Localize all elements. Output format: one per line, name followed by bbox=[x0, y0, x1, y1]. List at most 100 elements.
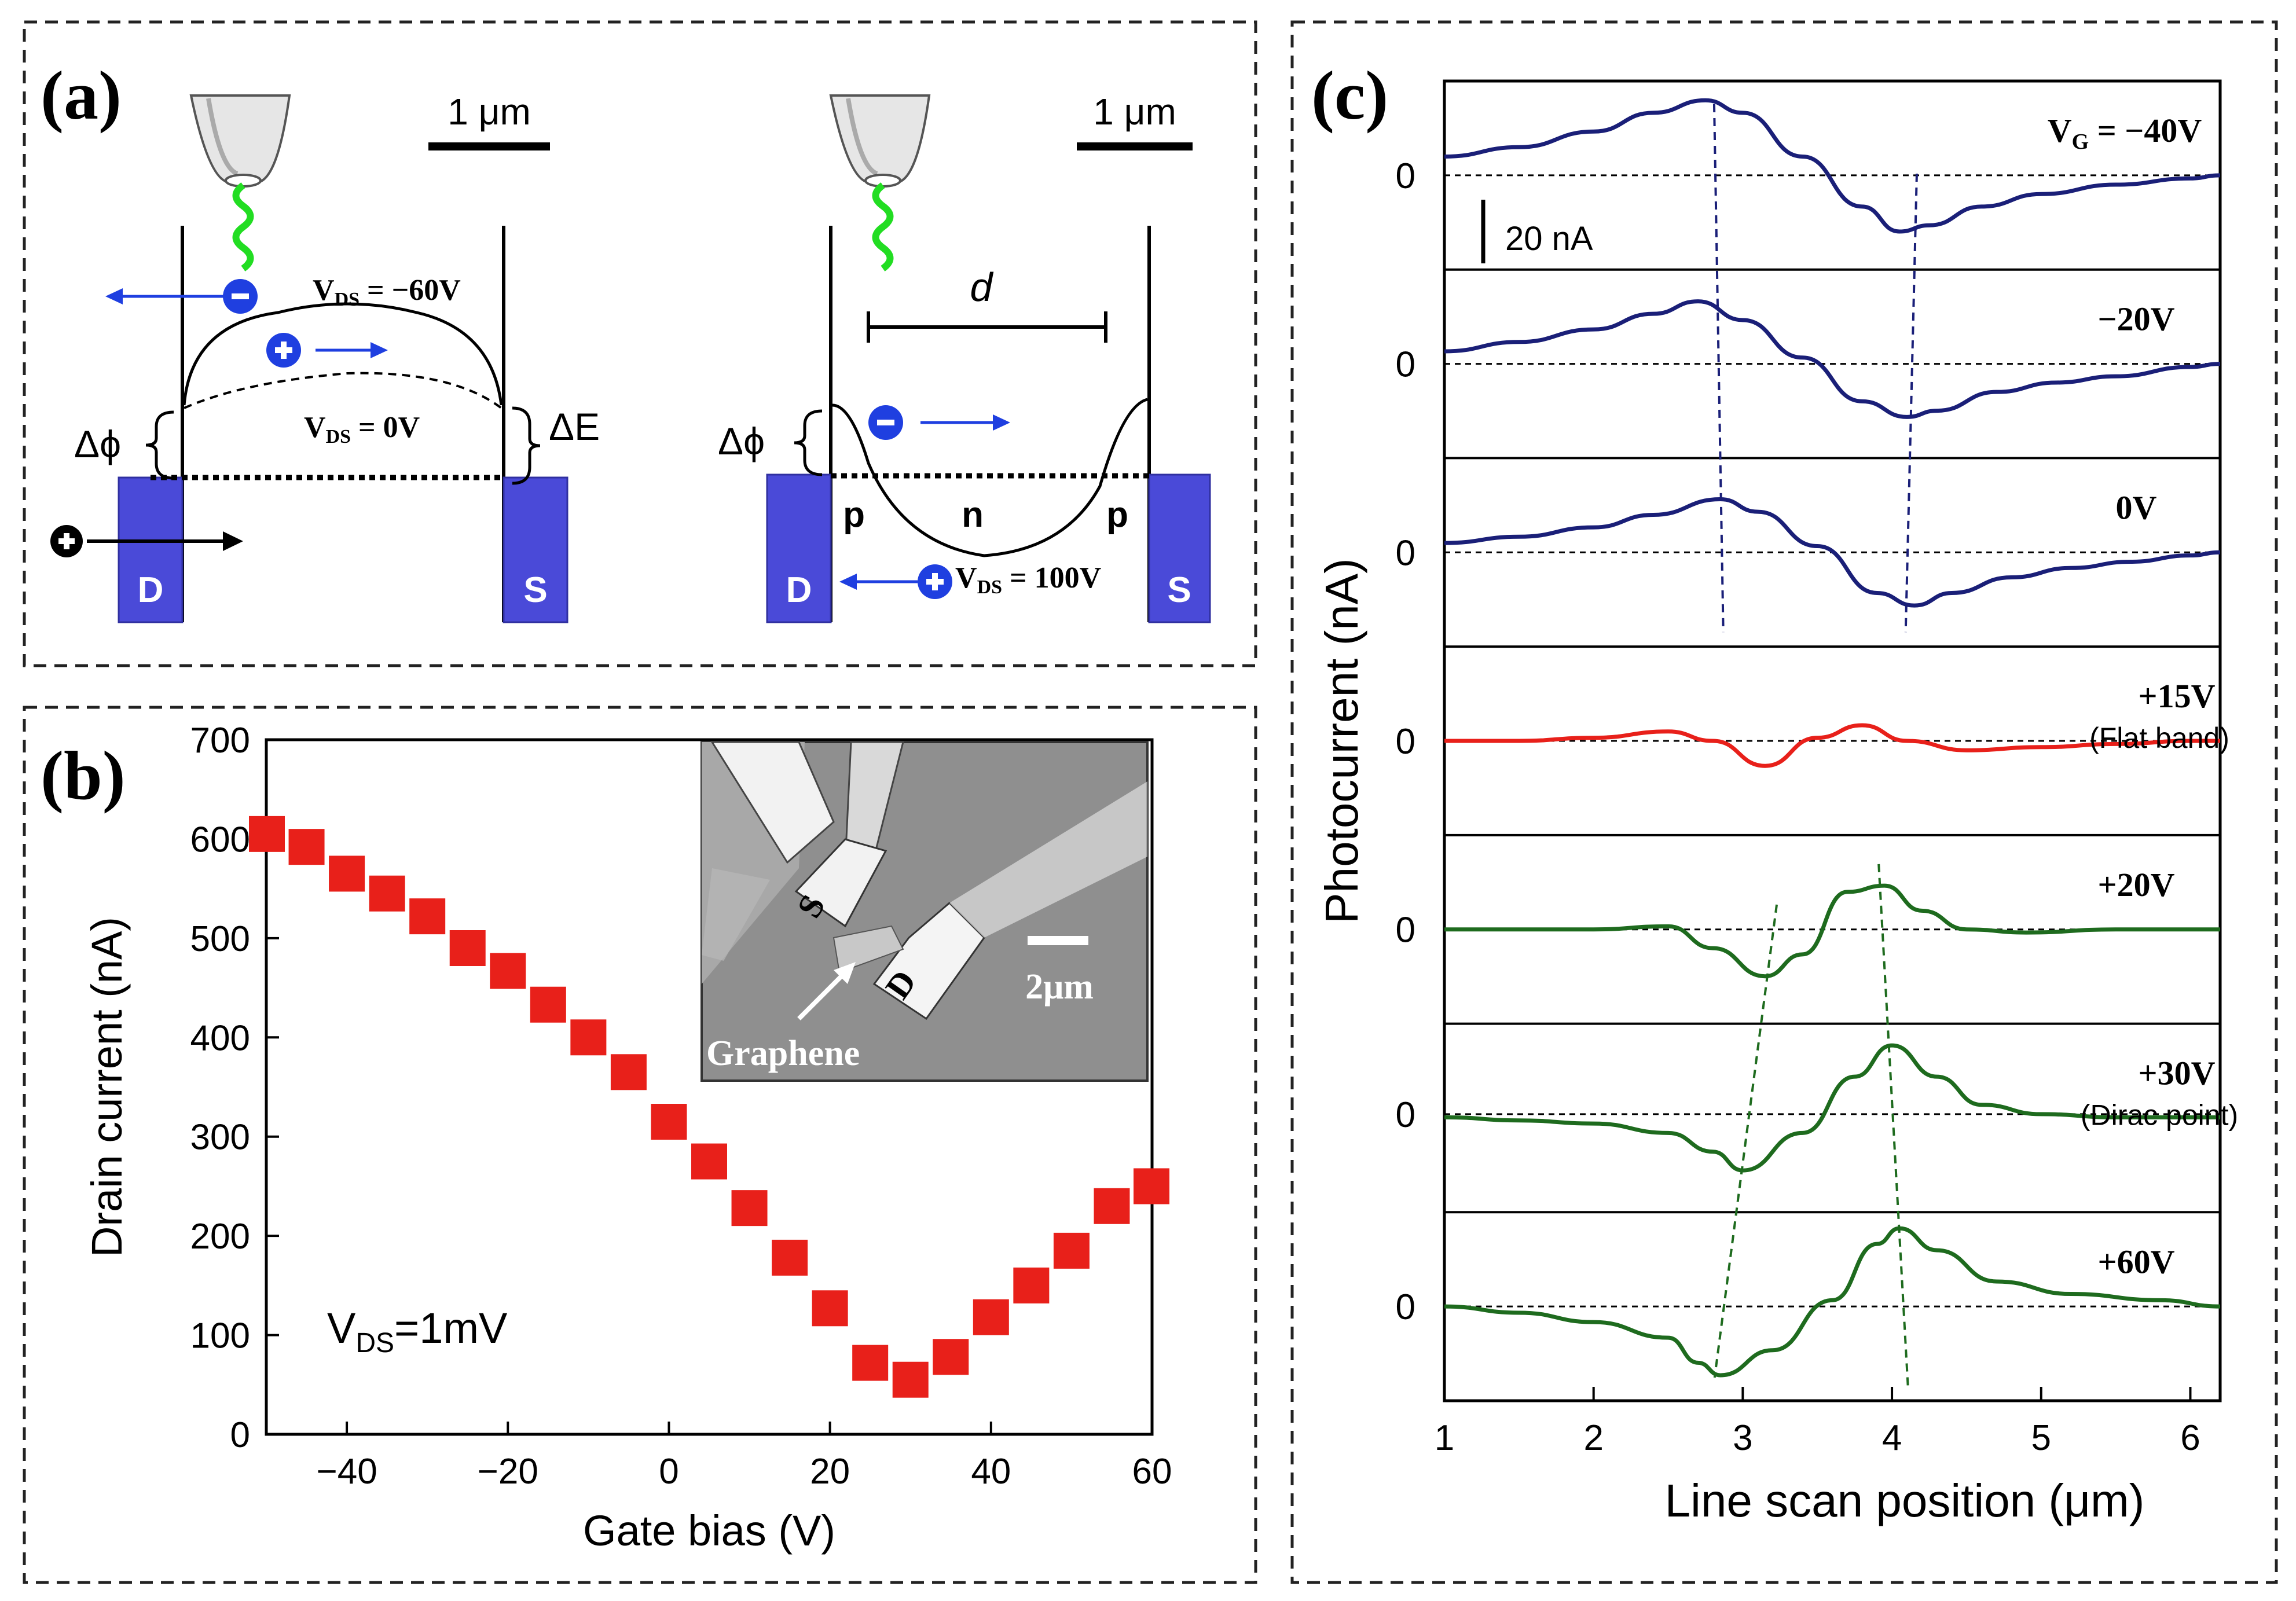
y-tick-label-b: 700 bbox=[190, 721, 250, 761]
electrode-source-right bbox=[1148, 473, 1211, 623]
source-label-left: S bbox=[523, 570, 547, 610]
peak-guide-line bbox=[1904, 173, 1918, 633]
trace-label: +30V bbox=[2139, 1055, 2216, 1092]
x-tick-label-c: 2 bbox=[1583, 1418, 1603, 1458]
y-tick-label-b: 600 bbox=[190, 820, 250, 860]
electrode-drain-right bbox=[766, 473, 832, 623]
x-tick-label-b: −40 bbox=[317, 1452, 377, 1492]
vds-neg60-label: VDS = −60V bbox=[313, 274, 461, 310]
plot-c-traces: 0 VG = −40V 0 −20V 0 0V 0 +15V (Flat band) 0 +20V 0… bbox=[1396, 98, 2238, 1390]
panel-b: (b) −40 −20 0 20 40 600100200300400500600700 … bbox=[41, 721, 1172, 1555]
data-point bbox=[409, 898, 446, 935]
vds-1mv-label: VDS=1mV bbox=[327, 1304, 508, 1358]
trace-label: +20V bbox=[2098, 866, 2175, 904]
n-region: n bbox=[962, 495, 984, 535]
data-point bbox=[892, 1361, 929, 1398]
scale-label-right: 1 μm bbox=[1093, 91, 1176, 133]
zero-label: 0 bbox=[1396, 722, 1415, 762]
x-tick-label-c: 6 bbox=[2180, 1418, 2200, 1458]
trace-+30V bbox=[1444, 1043, 2220, 1173]
x-tick-label-b: 40 bbox=[971, 1452, 1011, 1492]
x-tick-label-b: 0 bbox=[659, 1452, 678, 1492]
zero-label: 0 bbox=[1396, 1095, 1415, 1135]
plot-b-points bbox=[249, 816, 1169, 1398]
y-tick-label-b: 500 bbox=[190, 919, 250, 959]
zero-label: 0 bbox=[1396, 156, 1415, 196]
d-label: d bbox=[970, 265, 994, 310]
band-vds-neg60 bbox=[182, 302, 503, 406]
p-region-left: p bbox=[843, 495, 865, 535]
panel-a-label: (a) bbox=[41, 57, 122, 134]
p-region-right: p bbox=[1106, 495, 1128, 535]
plot-b-xlabel: Gate bias (V) bbox=[583, 1507, 835, 1555]
scale-label-left: 1 μm bbox=[448, 91, 531, 133]
x-tick-label-c: 3 bbox=[1733, 1418, 1752, 1458]
y-tick-label-b: 400 bbox=[190, 1018, 250, 1058]
band-vds-0 bbox=[184, 372, 503, 409]
peak-guide-line bbox=[1877, 864, 1909, 1390]
plot-c-ylabel: Photocurrent (nA) bbox=[1316, 558, 1367, 923]
data-point bbox=[651, 1104, 687, 1140]
data-point bbox=[731, 1190, 768, 1227]
x-tick-label-c: 4 bbox=[1882, 1418, 1902, 1458]
data-point bbox=[369, 875, 405, 912]
trace-+60V bbox=[1444, 1226, 2221, 1378]
data-point bbox=[449, 930, 486, 966]
trace-note: (Dirac point) bbox=[2081, 1099, 2238, 1132]
inset-scale-label: 2μm bbox=[1025, 967, 1094, 1007]
panel-b-frame bbox=[23, 706, 1257, 1584]
zero-label: 0 bbox=[1396, 1287, 1415, 1327]
probe-tip-left bbox=[189, 94, 291, 271]
x-tick-label-b: 60 bbox=[1132, 1452, 1172, 1492]
graphene-arrow bbox=[797, 971, 847, 1020]
x-tick-label-b: −20 bbox=[478, 1452, 538, 1492]
trace-label: 0V bbox=[2116, 489, 2157, 526]
data-point bbox=[249, 816, 285, 852]
y-tick-label-b: 0 bbox=[230, 1415, 250, 1455]
plot-c-xlabel: Line scan position (μm) bbox=[1665, 1475, 2145, 1526]
trace-note: (Flat band) bbox=[2089, 722, 2229, 754]
source-label-right: S bbox=[1167, 570, 1191, 610]
photocurrent-scale-label: 20 nA bbox=[1505, 220, 1593, 258]
electrode-source-left bbox=[503, 476, 569, 623]
zero-label: 0 bbox=[1396, 345, 1415, 385]
panel-a-frame bbox=[23, 20, 1257, 667]
data-point bbox=[490, 953, 526, 989]
probe-tip-right bbox=[829, 94, 931, 271]
y-tick-label-b: 200 bbox=[190, 1217, 250, 1257]
data-point bbox=[570, 1019, 607, 1056]
trace-label: VG = −40V bbox=[2048, 112, 2202, 154]
data-point bbox=[530, 986, 566, 1023]
vds-0-label: VDS = 0V bbox=[304, 411, 420, 447]
delta-phi-brace-right bbox=[794, 409, 823, 476]
trace-label: −20V bbox=[2098, 300, 2175, 338]
electrode-drain-left bbox=[118, 476, 184, 623]
data-point bbox=[610, 1054, 647, 1090]
trace-label: +15V bbox=[2139, 677, 2216, 715]
data-point bbox=[852, 1345, 889, 1381]
delta-phi-label-left: Δϕ bbox=[74, 423, 121, 465]
trace-+20V bbox=[1444, 883, 2220, 979]
trace-+15V bbox=[1444, 723, 2220, 768]
data-point bbox=[1013, 1267, 1050, 1303]
sem-inset: S D 2μm Graphene bbox=[700, 741, 1149, 1082]
drain-label-left: D bbox=[138, 570, 164, 610]
zero-label: 0 bbox=[1396, 910, 1415, 950]
plot-b-ylabel: Drain current (nA) bbox=[83, 917, 131, 1257]
data-point bbox=[288, 829, 325, 865]
x-tick-label-c: 1 bbox=[1435, 1418, 1454, 1458]
data-point bbox=[1094, 1188, 1130, 1224]
trace-label: +60V bbox=[2098, 1243, 2175, 1280]
delta-phi-label-right: Δϕ bbox=[718, 420, 765, 462]
data-point bbox=[973, 1299, 1009, 1335]
peak-guide-line bbox=[1713, 904, 1778, 1378]
data-point bbox=[1053, 1232, 1090, 1269]
trace-0V bbox=[1444, 497, 2221, 608]
x-tick-label-b: 20 bbox=[810, 1452, 850, 1492]
data-point bbox=[772, 1239, 808, 1276]
panel-a: (a) 1 μm D S VDS = −60V VDS = bbox=[41, 57, 1211, 623]
panel-c: (c) 0 VG = −40V 0 −20V 0 0V 0 +15V (Flat band) 0 +… bbox=[1311, 57, 2238, 1526]
zero-label: 0 bbox=[1396, 533, 1415, 573]
